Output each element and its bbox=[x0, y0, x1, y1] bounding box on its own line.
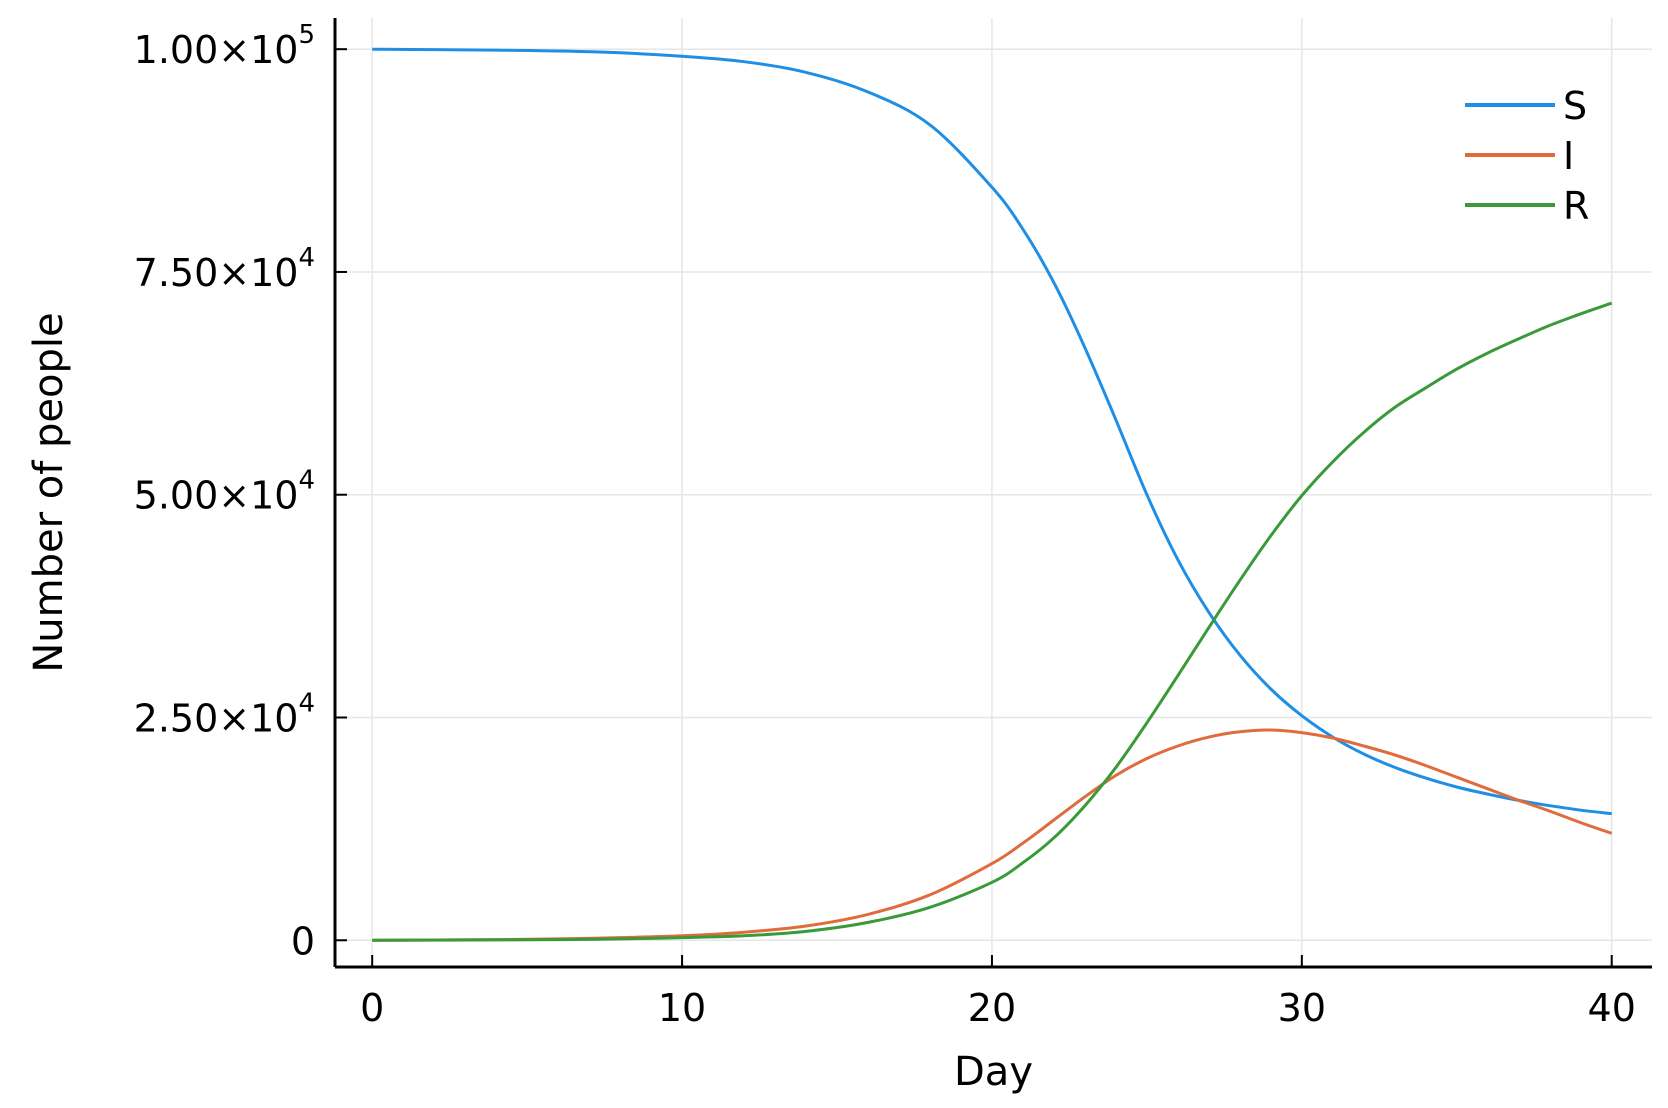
series-line-R bbox=[372, 301, 1613, 942]
axes bbox=[333, 18, 1652, 969]
x-tick-label-3: 30 bbox=[1278, 986, 1326, 1030]
x-tick-label-2: 20 bbox=[968, 986, 1016, 1030]
y-ticks: 0 2.50×104 5.00×104 7.50×104 1.00×105 bbox=[134, 20, 347, 963]
y-tick-label-0: 0 bbox=[291, 919, 315, 963]
x-tick-label-1: 10 bbox=[658, 986, 706, 1030]
series-line-I bbox=[372, 728, 1613, 942]
legend-label-I: I bbox=[1563, 134, 1574, 178]
y-tick-label-1: 2.50×104 bbox=[134, 688, 315, 740]
legend: SIR bbox=[1465, 84, 1589, 228]
y-tick-label-4: 1.00×105 bbox=[134, 20, 315, 72]
x-tick-label-4: 40 bbox=[1588, 986, 1636, 1030]
legend-label-R: R bbox=[1563, 184, 1589, 228]
series-lines bbox=[372, 47, 1613, 942]
series-line-S bbox=[372, 47, 1612, 816]
y-tick-label-3: 7.50×104 bbox=[134, 243, 315, 295]
x-tick-label-0: 0 bbox=[360, 986, 384, 1030]
y-axis-label: Number of people bbox=[26, 312, 72, 672]
x-axis-label: Day bbox=[954, 1049, 1033, 1095]
legend-label-S: S bbox=[1563, 84, 1587, 128]
y-tick-label-2: 5.00×104 bbox=[134, 466, 315, 518]
x-ticks: 0 10 20 30 40 bbox=[360, 955, 1636, 1030]
grid-lines bbox=[335, 18, 1652, 967]
